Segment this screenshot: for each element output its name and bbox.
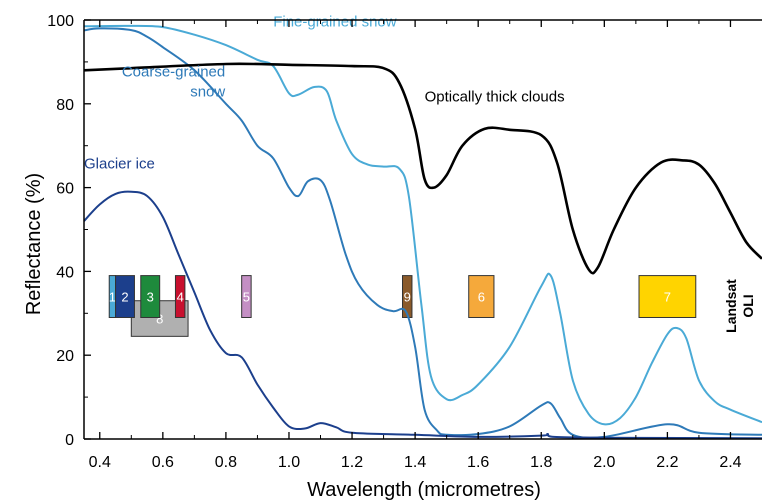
x-tick-label-6: 1.6 — [467, 454, 489, 471]
x-tick-label-8: 2.0 — [593, 454, 615, 471]
series-label-fine-grained-snow: Fine-grained snow — [273, 13, 397, 30]
x-axis-label: Wavelength (micrometres) — [307, 479, 541, 501]
band-1: 1 — [108, 275, 117, 318]
band-rect-4 — [174, 275, 186, 318]
series-label-coarse-grained-snow-line1: Coarse-grained — [122, 64, 225, 81]
y-tick-label-4: 80 — [56, 97, 74, 114]
x-tick-label-0: 0.4 — [89, 454, 111, 471]
series-label-glacier-ice: Glacier ice — [84, 156, 155, 173]
oli-label: OLI — [740, 294, 756, 317]
band-label-9: 9 — [404, 290, 411, 305]
band-9: 9 — [402, 275, 413, 318]
series-line-glacier-ice — [83, 190, 762, 440]
x-tick-label-4: 1.2 — [341, 454, 363, 471]
band-rect-9 — [402, 275, 413, 318]
x-tick-label-2: 0.8 — [215, 454, 237, 471]
x-tick-label-3: 1.0 — [278, 454, 300, 471]
landsat-oli-label: Landsat OLI — [723, 279, 756, 333]
x-tick-label-9: 2.2 — [656, 454, 678, 471]
band-label-1: 1 — [109, 290, 116, 305]
series-line-coarse-grained-snow — [83, 27, 762, 439]
x-tick-label-7: 1.8 — [530, 454, 552, 471]
x-tick-label-1: 0.6 — [152, 454, 174, 471]
band-label-4: 4 — [177, 290, 184, 305]
band-5: 5 — [241, 275, 252, 318]
landsat-bands: 8 1 2 3 4 5 6 7 9 — [108, 275, 697, 337]
series-label-optically-thick-clouds: Optically thick clouds — [425, 89, 565, 106]
series-line-fine-grained-snow — [83, 24, 762, 426]
band-rect-2 — [115, 275, 135, 318]
band-label-3: 3 — [147, 290, 154, 305]
band-label-8: 8 — [156, 312, 163, 327]
y-axis-label: Reflectance (%) — [23, 173, 45, 315]
x-tick-label-10: 2.4 — [719, 454, 741, 471]
series-labels: Fine-grained snow Coarse-grained snow Glaci… — [84, 13, 565, 172]
band-4: 4 — [174, 275, 186, 318]
band-rect-6 — [468, 275, 495, 318]
band-label-2: 2 — [121, 290, 128, 305]
band-label-5: 5 — [243, 290, 250, 305]
series-lines — [83, 24, 762, 440]
x-tick-label-5: 1.4 — [404, 454, 426, 471]
band-rect-3 — [140, 275, 161, 318]
y-tick-label-2: 40 — [56, 264, 74, 281]
y-tick-label-5: 100 — [47, 13, 74, 30]
landsat-label: Landsat — [723, 279, 739, 333]
series-label-coarse-grained-snow-line2: snow — [190, 84, 225, 101]
y-tick-label-0: 0 — [65, 432, 74, 449]
band-label-6: 6 — [478, 290, 485, 305]
band-2: 2 — [115, 275, 135, 318]
band-label-7: 7 — [664, 290, 671, 305]
band-rect-5 — [241, 275, 252, 318]
band-7: 7 — [638, 275, 697, 318]
y-tick-label-1: 20 — [56, 348, 74, 365]
axes: 0.4 0.6 0.8 1.0 1.2 1.4 1.6 1.8 2.0 2.2 2.4 0 20 40 60… — [47, 13, 762, 471]
series-line-optically-thick-clouds — [83, 62, 762, 275]
band-rect-7 — [638, 275, 697, 318]
band-6: 6 — [468, 275, 495, 318]
y-tick-label-3: 60 — [56, 181, 74, 198]
band-3: 3 — [140, 275, 161, 318]
